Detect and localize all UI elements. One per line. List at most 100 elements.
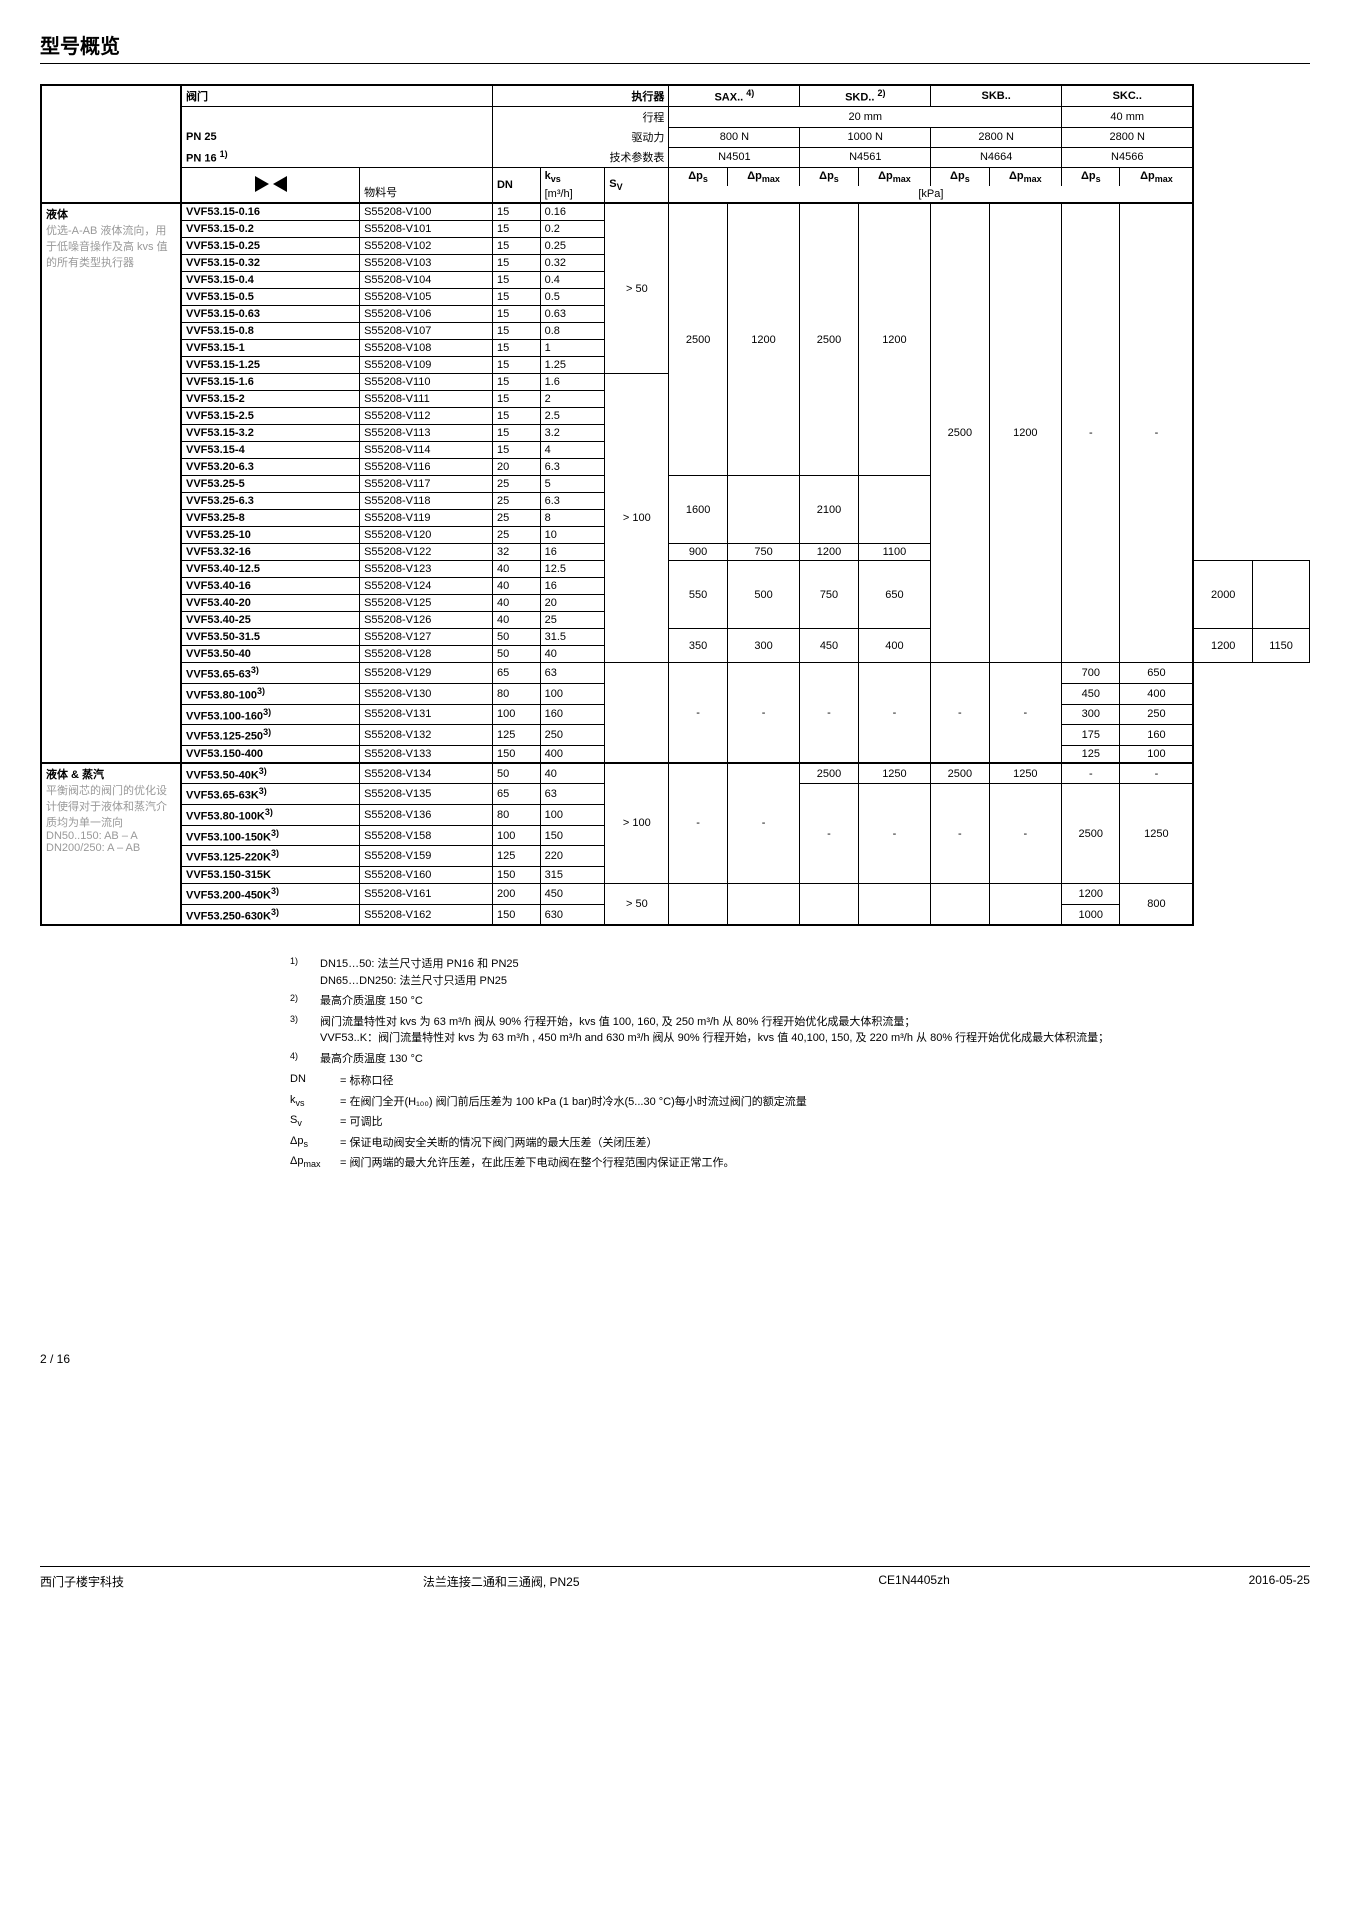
h-spec: 技术参数表 [492, 147, 668, 168]
v: 500 [727, 561, 800, 629]
p: S55208-V112 [360, 408, 493, 425]
m: VVF53.40-25 [181, 612, 360, 629]
k: 16 [540, 544, 605, 561]
k: 1.6 [540, 374, 605, 391]
p: S55208-V110 [360, 374, 493, 391]
v [858, 884, 931, 926]
k: 63 [540, 784, 605, 805]
h-800: 800 N [669, 127, 800, 147]
side2-body2: DN50..150: AB – A [46, 830, 138, 842]
k: 0.4 [540, 272, 605, 289]
v: 2000 [1193, 561, 1252, 629]
dn: 15 [492, 289, 540, 306]
dn: 15 [492, 357, 540, 374]
k: 4 [540, 442, 605, 459]
k: 2 [540, 391, 605, 408]
dn: 80 [492, 805, 540, 826]
h-dpm1: Δpmax [727, 168, 800, 187]
side2-body3: DN200/250: A – AB [46, 842, 140, 854]
h-dps3: Δps [931, 168, 989, 187]
p: S55208-V106 [360, 306, 493, 323]
v: - [727, 763, 800, 884]
m: VVF53.15-0.2 [181, 221, 360, 238]
v: 1000 [1062, 904, 1120, 925]
m: VVF53.25-10 [181, 527, 360, 544]
blank-side [41, 85, 181, 203]
m: VVF53.15-1 [181, 340, 360, 357]
def-dps: = 保证电动阀安全关断的情况下阀门两端的最大压差（关闭压差） [340, 1135, 1140, 1152]
k: 0.8 [540, 323, 605, 340]
v: 160 [1120, 725, 1193, 746]
m: VVF53.150-400 [181, 745, 360, 763]
p: S55208-V125 [360, 595, 493, 612]
p: S55208-V131 [360, 704, 493, 725]
v [858, 476, 931, 544]
v: 550 [669, 561, 727, 629]
m: VVF53.50-40 [181, 646, 360, 663]
p: S55208-V127 [360, 629, 493, 646]
v: 300 [1062, 704, 1120, 725]
dn: 50 [492, 629, 540, 646]
v: 800 [1120, 884, 1193, 926]
v: - [669, 663, 727, 763]
page-title: 型号概览 [40, 30, 1310, 59]
m: VVF53.80-100K3) [181, 805, 360, 826]
v: - [1120, 763, 1193, 784]
v: 1200 [800, 544, 858, 561]
p: S55208-V103 [360, 255, 493, 272]
p: S55208-V102 [360, 238, 493, 255]
v [800, 884, 858, 926]
h-stroke: 行程 [492, 107, 668, 128]
p: S55208-V109 [360, 357, 493, 374]
dn: 25 [492, 476, 540, 493]
m: VVF53.15-1.25 [181, 357, 360, 374]
dn: 25 [492, 510, 540, 527]
p: S55208-V126 [360, 612, 493, 629]
h-n4561: N4561 [800, 147, 931, 168]
k: 63 [540, 663, 605, 684]
p: S55208-V133 [360, 745, 493, 763]
v: 1200 [1062, 884, 1120, 905]
m: VVF53.15-0.5 [181, 289, 360, 306]
h-dps2: Δps [800, 168, 858, 187]
side2: 液体 & 蒸汽 平衡阀芯的阀门的优化设计使得对于液体和蒸汽介质均为单一流向 DN… [41, 763, 181, 926]
h-sax: SAX.. 4) [669, 85, 800, 107]
dn: 15 [492, 340, 540, 357]
v: 650 [858, 561, 931, 629]
p: S55208-V100 [360, 203, 493, 221]
dn: 150 [492, 904, 540, 925]
k: 0.2 [540, 221, 605, 238]
v: 2500 [1062, 784, 1120, 884]
v: 1200 [858, 203, 931, 476]
k: 20 [540, 595, 605, 612]
p: S55208-V132 [360, 725, 493, 746]
m: VVF53.50-31.5 [181, 629, 360, 646]
dn: 15 [492, 391, 540, 408]
k: 40 [540, 763, 605, 784]
v: - [989, 663, 1062, 763]
k: 450 [540, 884, 605, 905]
v: - [727, 663, 800, 763]
dn: 40 [492, 561, 540, 578]
k: 10 [540, 527, 605, 544]
k: 0.32 [540, 255, 605, 272]
p: S55208-V114 [360, 442, 493, 459]
k: 2.5 [540, 408, 605, 425]
v: 900 [669, 544, 727, 561]
dn: 40 [492, 612, 540, 629]
m: VVF53.15-0.8 [181, 323, 360, 340]
dn: 20 [492, 459, 540, 476]
p: S55208-V113 [360, 425, 493, 442]
dn: 125 [492, 846, 540, 867]
p: S55208-V118 [360, 493, 493, 510]
k: 40 [540, 646, 605, 663]
dn: 15 [492, 408, 540, 425]
v: - [800, 663, 858, 763]
m: VVF53.15-1.6 [181, 374, 360, 391]
k: 8 [540, 510, 605, 527]
sv50: > 50 [605, 203, 669, 374]
v: 700 [1062, 663, 1120, 684]
m: VVF53.15-3.2 [181, 425, 360, 442]
v [727, 884, 800, 926]
k: 1.25 [540, 357, 605, 374]
